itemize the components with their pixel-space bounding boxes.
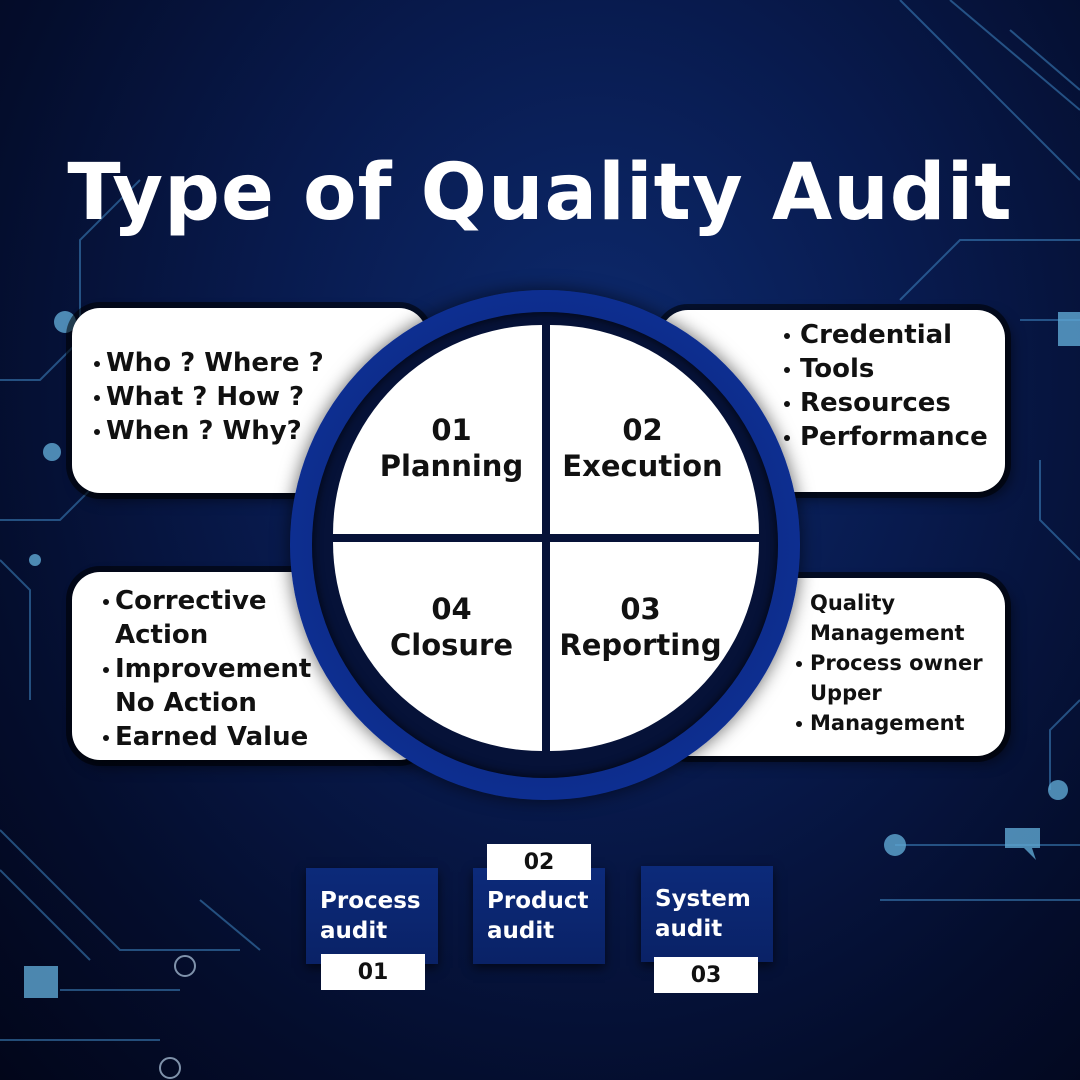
quadrant-label: Execution — [562, 448, 723, 483]
audit-label: Process — [320, 888, 421, 914]
audit-number-badge: 03 — [654, 957, 758, 993]
quadrant-number: 01 — [431, 412, 472, 447]
list-item: No Action — [115, 688, 257, 718]
audit-label: audit — [487, 918, 555, 944]
audit-label: Product — [487, 888, 589, 914]
list-item: Resources — [784, 386, 988, 420]
list-item: Upper — [810, 681, 882, 705]
list-item: Improvement — [102, 654, 312, 684]
quadrant-number: 02 — [622, 412, 663, 447]
list-item: Corrective — [102, 584, 311, 618]
list-item: When ? Why? — [94, 414, 324, 448]
list-item: Credential — [784, 318, 988, 352]
list-item: Earned Value — [102, 720, 311, 754]
list-item: Who ? Where ? — [94, 348, 324, 378]
list-item: Performance — [784, 422, 988, 452]
quadrant-number: 04 — [431, 591, 472, 626]
audit-label: System — [655, 886, 751, 912]
quadrant-number: 03 — [620, 591, 661, 626]
quadrant-execution: 02 Execution — [550, 325, 759, 534]
list-item: Tools — [784, 352, 988, 386]
audit-label: audit — [320, 918, 388, 944]
process-audit-box: Process audit — [306, 868, 438, 964]
audit-number-badge: 01 — [321, 954, 425, 990]
list-item: Process owner — [796, 648, 983, 678]
list-item: Quality — [810, 591, 896, 615]
list-item: What ? How ? — [94, 380, 324, 414]
audit-number-badge: 02 — [487, 844, 591, 880]
system-audit-box: System audit — [641, 866, 773, 962]
quadrant-label: Reporting — [559, 627, 722, 662]
page-title: Type of Quality Audit — [67, 148, 1013, 238]
quadrant-label: Closure — [389, 627, 514, 662]
list-item: Management — [810, 621, 965, 645]
product-audit-box: Product audit — [473, 868, 605, 964]
list-item: Action — [115, 620, 209, 650]
audit-label: audit — [655, 916, 723, 942]
list-item: Management — [796, 708, 983, 738]
quadrant-label: Planning — [379, 448, 524, 483]
